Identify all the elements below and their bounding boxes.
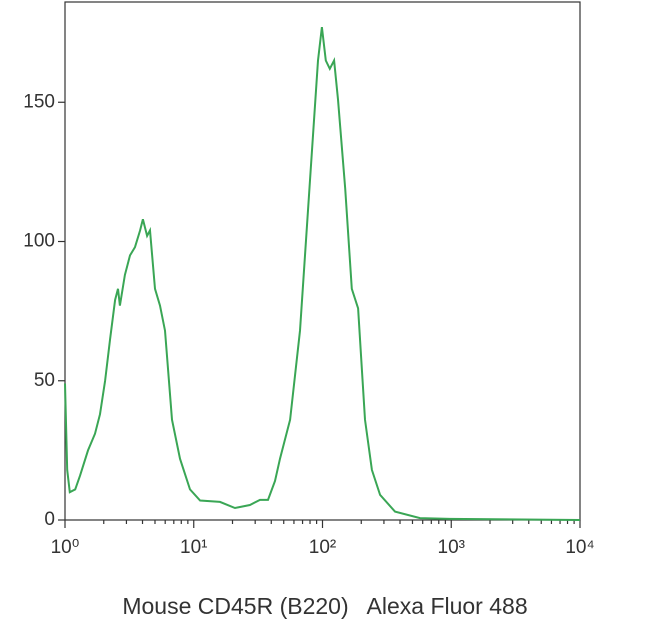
x-tick-label: 10⁰ [51, 537, 80, 558]
x-tick-label: 10³ [438, 537, 465, 558]
y-tick-label: 150 [23, 91, 55, 112]
y-tick-label: 50 [34, 370, 55, 391]
y-tick-label: 100 [23, 231, 55, 252]
histogram-line [64, 26, 581, 521]
x-tick-label: 10² [309, 537, 336, 558]
x-axis-title: Mouse CD45R (B220) Alexa Fluor 488 [122, 593, 527, 619]
x-tick-label: 10¹ [180, 537, 207, 558]
y-tick-label: 0 [44, 509, 55, 530]
plot-frame [64, 1, 581, 521]
x-tick-label: 10⁴ [565, 537, 594, 558]
